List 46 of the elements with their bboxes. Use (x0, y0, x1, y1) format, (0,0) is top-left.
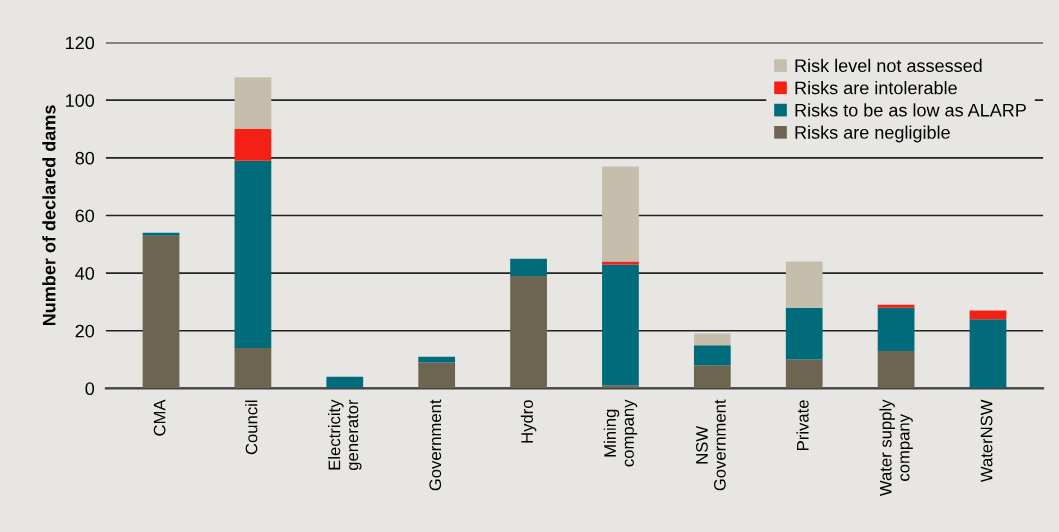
legend-label: Risks are intolerable (795, 81, 957, 95)
y-tick-label: 80 (75, 151, 95, 165)
bar (785, 261, 823, 308)
x-tick-label: NSW Government (696, 399, 726, 491)
bar (785, 359, 823, 389)
legend-label: Risks to be as low as ALARP (795, 103, 1026, 117)
bar (510, 275, 547, 389)
legend-label: Risk level not assessed (795, 58, 982, 73)
bar (969, 310, 1007, 320)
bar (234, 77, 272, 130)
y-tick-label: 60 (75, 209, 95, 223)
bar (234, 160, 272, 349)
bar (877, 307, 915, 351)
legend-label: Risks are negligible (795, 125, 950, 143)
x-tick-label: CMA (153, 399, 166, 436)
x-tick-label: Government (429, 399, 442, 491)
y-tick-label: 0 (85, 382, 95, 396)
bar (326, 376, 364, 389)
bar (969, 319, 1007, 389)
x-tick-label: Water supply company (879, 399, 913, 497)
x-tick-label: Council (245, 400, 258, 455)
x-tick-label: Electricity generator (328, 399, 362, 471)
bar (877, 350, 915, 389)
x-tick-label: Hydro (520, 400, 537, 443)
bar (142, 232, 180, 236)
y-tick-label: 20 (75, 324, 95, 338)
bar (234, 129, 272, 161)
bar (602, 264, 639, 386)
y-axis-title: Number of declared dams (42, 105, 56, 326)
bar (234, 348, 272, 389)
bar (693, 345, 731, 366)
bar (510, 258, 547, 276)
bar (785, 307, 823, 360)
y-tick-label: 40 (75, 267, 95, 280)
bar (142, 235, 180, 389)
x-tick-label: WaterNSW (980, 399, 993, 483)
x-tick-label: Mining company (603, 399, 638, 467)
bar (693, 365, 731, 389)
bar (602, 166, 639, 262)
y-tick-label: 120 (66, 36, 95, 50)
x-tick-label: Private (796, 400, 809, 450)
bar (877, 304, 915, 308)
bar (693, 333, 731, 346)
bar (602, 385, 639, 389)
y-tick-label: 100 (66, 94, 95, 107)
bar (418, 362, 456, 389)
